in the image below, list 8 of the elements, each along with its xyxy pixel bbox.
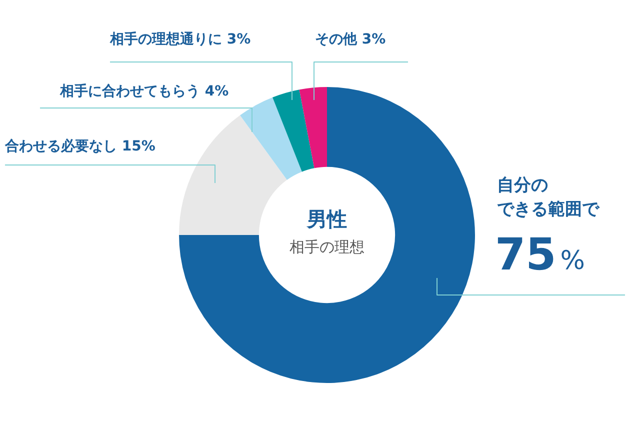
slice-label: 相手の理想通りに 3% bbox=[109, 30, 251, 48]
text: 男性 bbox=[306, 207, 347, 232]
slice-label: 自分のできる範囲で bbox=[497, 175, 600, 220]
data-label: 75% bbox=[495, 229, 585, 280]
slice-label: 相手に合わせてもらう 4% bbox=[59, 82, 229, 100]
slice-label: その他 3% bbox=[315, 32, 386, 48]
text: 相手の理想 bbox=[290, 238, 364, 256]
slice-label: 合わせる必要なし 15% bbox=[4, 138, 156, 155]
